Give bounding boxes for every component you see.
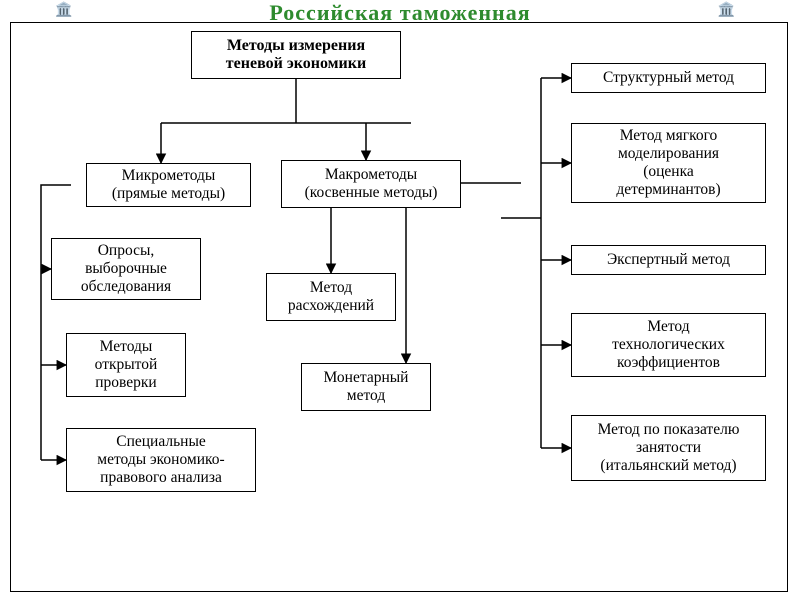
node-micro: Микрометоды(прямые методы) <box>86 163 251 207</box>
node-employ: Метод по показателюзанятости(итальянский… <box>571 415 766 481</box>
node-spec: Специальныеметоды экономико-правового ан… <box>66 428 256 492</box>
node-expert: Экспертный метод <box>571 245 766 275</box>
diagram-frame: Методы измерениятеневой экономики Микроме… <box>10 22 788 592</box>
node-macro: Макрометоды(косвенные методы) <box>281 160 461 208</box>
node-open: Методыоткрытойпроверки <box>66 333 186 397</box>
node-monet: Монетарныйметод <box>301 363 431 411</box>
node-struct: Структурный метод <box>571 63 766 93</box>
node-diff: Методрасхождений <box>266 273 396 321</box>
node-survey: Опросы,выборочныеобследования <box>51 238 201 300</box>
node-root: Методы измерениятеневой экономики <box>191 31 401 79</box>
diagram-edges <box>11 23 789 593</box>
node-soft: Метод мягкогомоделирования(оценкадетерми… <box>571 123 766 203</box>
node-tech: Методтехнологическихкоэффициентов <box>571 313 766 377</box>
